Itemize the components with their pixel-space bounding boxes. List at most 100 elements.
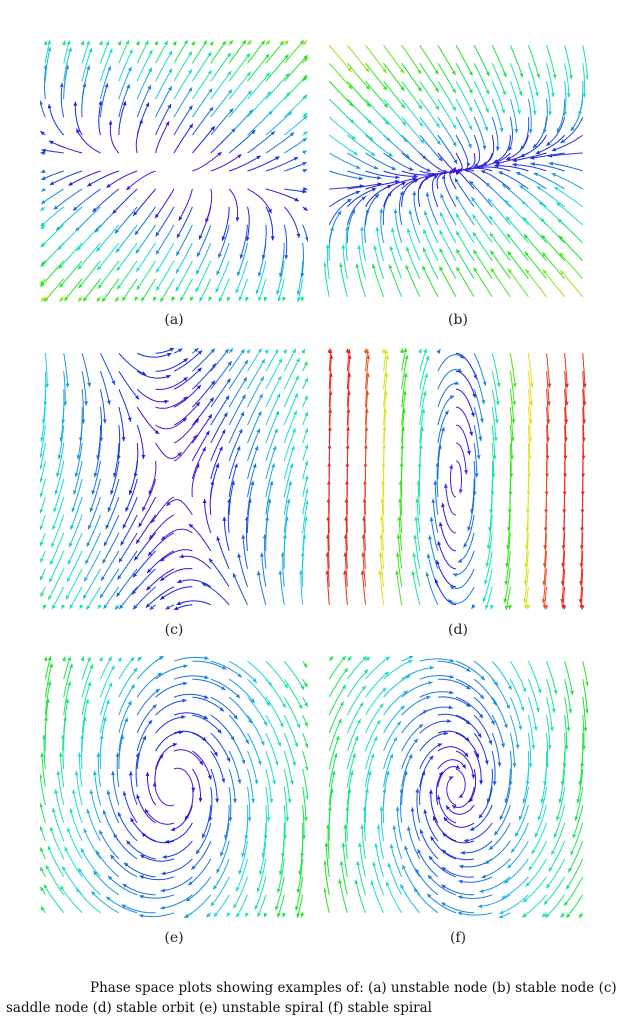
streamline-arrowhead	[87, 681, 92, 687]
streamline	[381, 516, 385, 551]
streamline-arrowhead	[51, 808, 56, 813]
streamline-arrowhead	[561, 563, 566, 568]
streamline	[265, 696, 284, 728]
streamline-arrowhead	[576, 798, 581, 804]
streamline-arrowhead	[502, 72, 507, 77]
streamline-arrowhead	[564, 901, 569, 906]
streamline	[75, 770, 83, 806]
streamline-arrowhead	[256, 887, 261, 893]
streamline-arrowhead	[383, 103, 388, 108]
streamline	[83, 550, 101, 582]
streamline-arrowhead	[439, 230, 444, 235]
streamline	[47, 845, 65, 878]
streamline-arrowhead	[235, 693, 240, 699]
streamline	[146, 568, 175, 591]
streamline-arrowhead	[91, 891, 96, 896]
streamline	[430, 835, 457, 860]
streamline	[136, 688, 161, 716]
streamline	[563, 81, 567, 116]
streamline-arrowhead	[235, 887, 240, 892]
streamline	[419, 732, 449, 752]
streamline	[491, 732, 501, 767]
streamline-arrowhead	[379, 703, 384, 708]
streamline	[455, 442, 467, 475]
streamline-arrowhead	[141, 455, 146, 459]
streamline	[136, 84, 152, 118]
streamline	[347, 170, 382, 179]
streamline-arrowhead	[533, 172, 539, 177]
streamline	[228, 463, 238, 498]
streamline	[329, 170, 364, 180]
streamline-arrowhead	[440, 427, 445, 432]
streamline-arrowhead	[425, 355, 430, 361]
streamline	[247, 348, 263, 372]
streamline-arrowhead	[556, 816, 560, 821]
streamline	[155, 731, 184, 752]
streamline	[541, 251, 565, 280]
streamline	[175, 224, 193, 256]
streamline-arrowhead	[298, 871, 303, 876]
streamline-arrowhead	[469, 826, 475, 831]
streamline	[247, 90, 272, 118]
streamline-arrowhead	[236, 446, 241, 451]
streamline	[509, 63, 523, 97]
streamline	[582, 407, 585, 442]
streamline-arrowhead	[524, 234, 529, 239]
streamline-arrowhead	[61, 419, 66, 424]
streamline-arrowhead	[481, 874, 486, 879]
streamline	[452, 550, 475, 576]
streamline-arrowhead	[282, 912, 286, 918]
streamline	[449, 568, 475, 589]
streamline	[75, 206, 101, 232]
streamline-arrowhead	[224, 834, 228, 840]
streamline-arrowhead	[378, 570, 382, 575]
streamline-arrowhead	[549, 727, 554, 732]
streamline	[383, 170, 418, 177]
streamline-arrowhead	[125, 507, 129, 512]
streamline	[561, 550, 566, 586]
streamline	[283, 410, 298, 444]
streamline-arrowhead	[507, 685, 512, 690]
streamline	[216, 242, 230, 276]
streamline-arrowhead	[164, 41, 168, 46]
streamline-arrowhead	[77, 265, 82, 270]
streamline	[100, 699, 110, 734]
streamline	[437, 795, 457, 824]
streamline-arrowhead	[244, 359, 248, 365]
streamline-arrowhead	[68, 47, 72, 52]
streamline-arrowhead	[108, 120, 113, 125]
streamline	[112, 770, 120, 806]
streamline-arrowhead	[122, 791, 127, 796]
streamline	[455, 248, 475, 280]
streamline-arrowhead	[467, 526, 472, 531]
streamline	[216, 840, 230, 874]
streamline-arrowhead	[511, 419, 516, 424]
streamline-arrowhead	[545, 763, 550, 768]
streamline-arrowhead	[282, 296, 286, 302]
streamline-arrowhead	[247, 817, 252, 822]
streamline	[155, 206, 175, 237]
streamline	[68, 170, 101, 186]
streamline	[118, 586, 138, 610]
streamline	[247, 358, 266, 390]
streamline-arrowhead	[499, 815, 504, 820]
streamline-arrowhead	[40, 100, 43, 105]
streamline	[44, 353, 48, 388]
streamline	[401, 681, 433, 698]
streamline-arrowhead	[425, 192, 430, 197]
streamline	[417, 848, 439, 878]
streamline	[155, 50, 173, 82]
streamline	[574, 786, 584, 821]
streamline	[228, 129, 256, 154]
streamline-arrowhead	[86, 40, 90, 46]
streamline	[191, 69, 213, 100]
streamline-arrowhead	[339, 701, 344, 707]
streamline-arrowhead	[128, 771, 133, 776]
streamline-arrowhead	[221, 236, 226, 241]
streamline-arrowhead	[305, 237, 308, 242]
streamline-arrowhead	[476, 455, 481, 460]
streamline-arrowhead	[497, 762, 502, 767]
streamline-arrowhead	[205, 430, 210, 436]
streamline-arrowhead	[246, 53, 251, 58]
streamline-arrowhead	[478, 436, 483, 441]
